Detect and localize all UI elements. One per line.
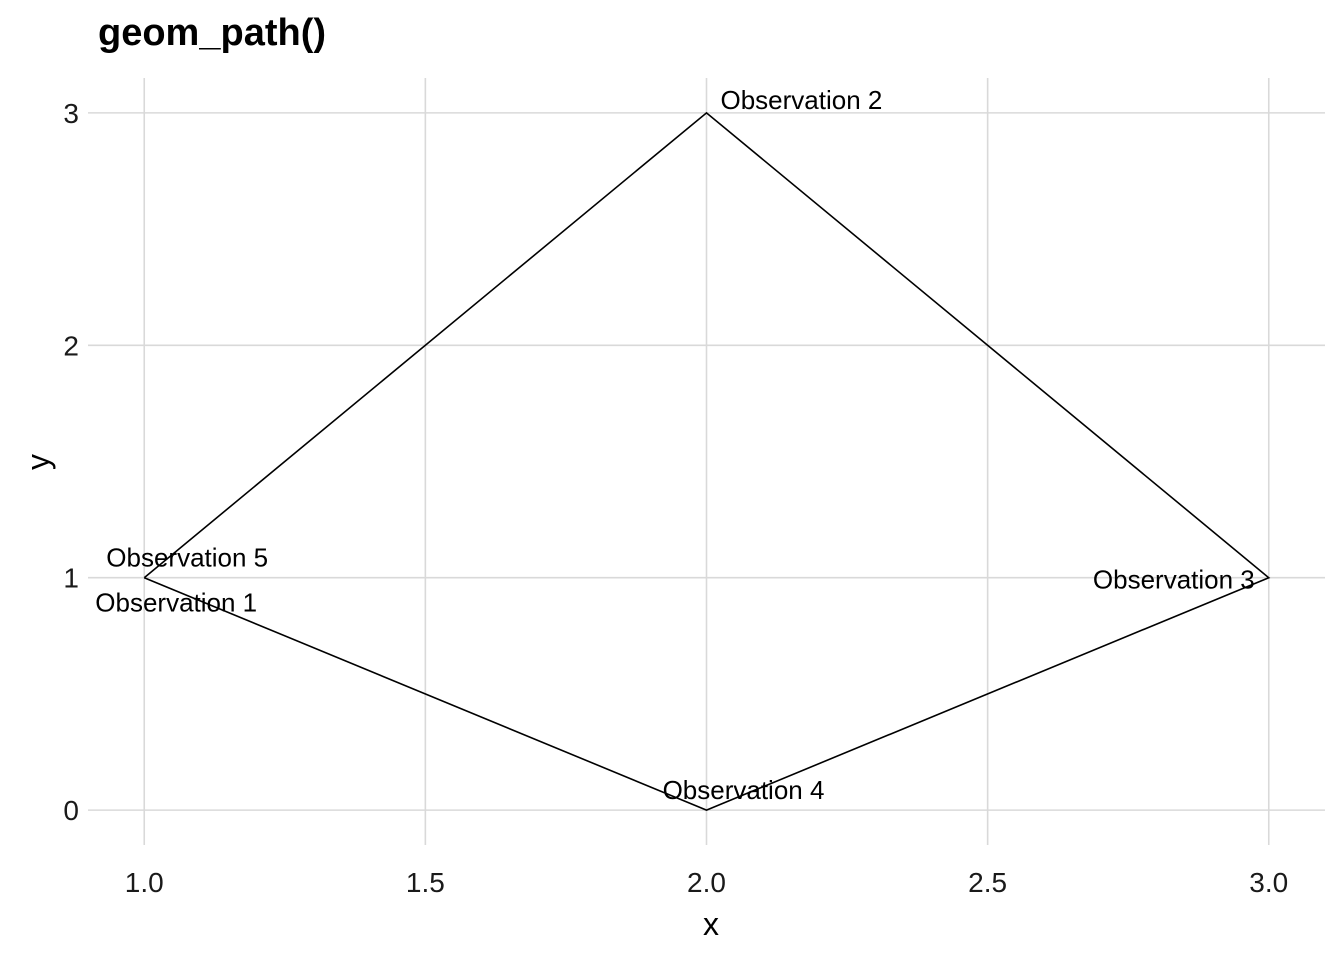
x-tick-label: 2.5 xyxy=(968,867,1007,898)
x-tick-label: 1.0 xyxy=(125,867,164,898)
y-tick-label: 1 xyxy=(63,563,79,594)
grid-lines xyxy=(88,78,1325,845)
y-tick-label: 0 xyxy=(63,795,79,826)
point-label-3: Observation 3 xyxy=(1093,565,1255,595)
x-axis-title: x xyxy=(703,906,719,942)
y-axis-title: y xyxy=(20,454,56,470)
point-label-2: Observation 2 xyxy=(721,85,883,115)
chart-title: geom_path() xyxy=(98,12,326,54)
point-label-1: Observation 1 xyxy=(95,588,257,618)
x-tick-label: 1.5 xyxy=(406,867,445,898)
data-path xyxy=(143,111,1271,812)
y-tick-label: 2 xyxy=(63,330,79,361)
y-tick-label: 3 xyxy=(63,98,79,129)
point-label-4: Observation 4 xyxy=(663,775,825,805)
x-tick-label: 2.0 xyxy=(687,867,726,898)
x-tick-label: 3.0 xyxy=(1249,867,1288,898)
point-label-5: Observation 5 xyxy=(106,543,268,573)
